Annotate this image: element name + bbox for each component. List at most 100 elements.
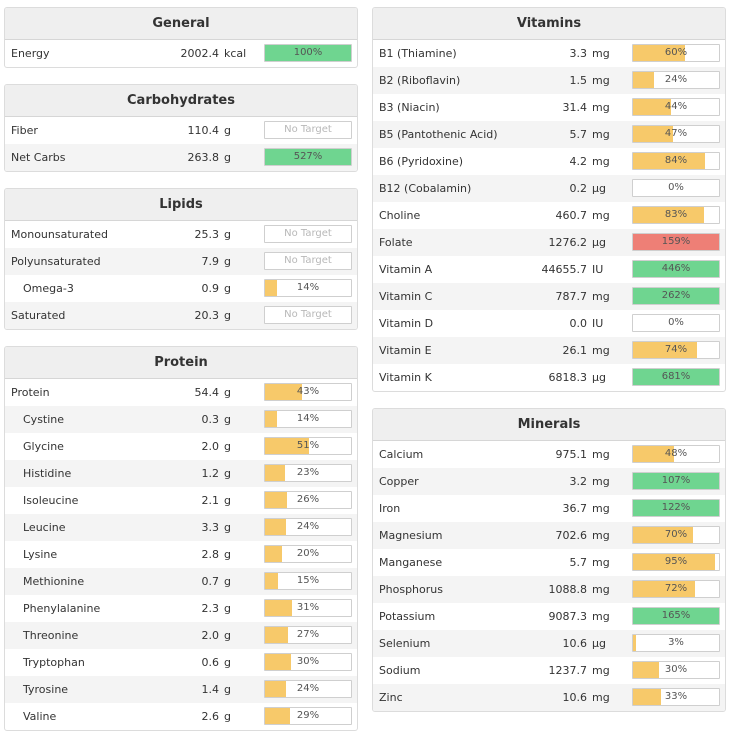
nutrient-row[interactable]: Histidine 1.2 g 23% (5, 460, 357, 487)
target-progress-bar: 122% (632, 499, 720, 517)
nutrient-row[interactable]: Net Carbs 263.8 g 527% (5, 144, 357, 171)
nutrient-row[interactable]: Vitamin C 787.7 mg 262% (373, 283, 725, 310)
nutrient-row[interactable]: Selenium 10.6 µg 3% (373, 630, 725, 657)
nutrient-unit: g (224, 413, 231, 426)
nutrient-row[interactable]: Monounsaturated 25.3 g No Target (5, 221, 357, 248)
target-percent: 44% (664, 101, 688, 112)
progress-fill (633, 342, 697, 358)
nutrient-row[interactable]: Energy 2002.4 kcal 100% (5, 40, 357, 67)
nutrient-row[interactable]: Calcium 975.1 mg 48% (373, 441, 725, 468)
target-percent: 23% (296, 467, 320, 478)
progress-fill (633, 527, 694, 543)
nutrient-row[interactable]: B2 (Riboflavin) 1.5 mg 24% (373, 67, 725, 94)
nutrient-row[interactable]: Vitamin K 6818.3 µg 681% (373, 364, 725, 391)
nutrient-amount: 1.2 (201, 467, 220, 480)
nutrient-name: Protein (11, 386, 50, 399)
nutrient-unit: g (224, 710, 231, 723)
nutrient-amount: 10.6 (562, 691, 588, 704)
nutrient-unit: IU (592, 317, 604, 330)
nutrient-name: Selenium (379, 637, 431, 650)
nutrient-row[interactable]: Methionine 0.7 g 15% (5, 568, 357, 595)
nutrient-row[interactable]: Zinc 10.6 mg 33% (373, 684, 725, 711)
target-percent: 48% (664, 448, 688, 459)
nutrient-row[interactable]: Saturated 20.3 g No Target (5, 302, 357, 329)
nutrient-row[interactable]: Manganese 5.7 mg 95% (373, 549, 725, 576)
progress-fill (265, 681, 286, 697)
nutrient-row[interactable]: Potassium 9087.3 mg 165% (373, 603, 725, 630)
nutrient-row[interactable]: Fiber 110.4 g No Target (5, 117, 357, 144)
nutrient-row[interactable]: Phenylalanine 2.3 g 31% (5, 595, 357, 622)
target-percent: 24% (296, 683, 320, 694)
nutrient-unit: mg (592, 74, 610, 87)
nutrient-name: Phenylalanine (23, 602, 101, 615)
nutrient-row[interactable]: B12 (Cobalamin) 0.2 µg 0% (373, 175, 725, 202)
nutrient-amount: 975.1 (555, 448, 588, 461)
nutrient-row[interactable]: Copper 3.2 mg 107% (373, 468, 725, 495)
nutrient-row[interactable]: Phosphorus 1088.8 mg 72% (373, 576, 725, 603)
nutrient-name: B5 (Pantothenic Acid) (379, 128, 498, 141)
progress-fill (633, 207, 705, 223)
nutrient-unit: mg (592, 583, 610, 596)
progress-fill (633, 554, 715, 570)
nutrient-amount: 263.8 (187, 151, 220, 164)
nutrient-name: Vitamin D (379, 317, 434, 330)
target-progress-bar: 262% (632, 287, 720, 305)
nutrient-row[interactable]: Magnesium 702.6 mg 70% (373, 522, 725, 549)
nutrient-unit: g (224, 548, 231, 561)
nutrient-row[interactable]: Iron 36.7 mg 122% (373, 495, 725, 522)
target-percent: No Target (284, 228, 332, 239)
nutrient-row[interactable]: Vitamin E 26.1 mg 74% (373, 337, 725, 364)
nutrient-amount: 2002.4 (180, 47, 220, 60)
nutrient-row[interactable]: Vitamin D 0.0 IU 0% (373, 310, 725, 337)
target-percent: 24% (664, 74, 688, 85)
nutrient-row[interactable]: Cystine 0.3 g 14% (5, 406, 357, 433)
nutrient-row[interactable]: Valine 2.6 g 29% (5, 703, 357, 730)
progress-fill (265, 654, 291, 670)
target-percent: 3% (668, 637, 684, 648)
progress-fill (633, 153, 706, 169)
target-percent: 446% (661, 263, 691, 274)
nutrient-unit: g (224, 124, 231, 137)
nutrient-name: Copper (379, 475, 419, 488)
target-progress-bar: 681% (632, 368, 720, 386)
nutrient-row[interactable]: Protein 54.4 g 43% (5, 379, 357, 406)
nutrient-amount: 1088.8 (548, 583, 588, 596)
target-percent: 43% (296, 386, 320, 397)
nutrient-name: Cystine (23, 413, 65, 426)
nutrient-row[interactable]: Isoleucine 2.1 g 26% (5, 487, 357, 514)
nutrient-row[interactable]: Glycine 2.0 g 51% (5, 433, 357, 460)
nutrient-name: Threonine (23, 629, 79, 642)
target-progress-bar: 100% (264, 44, 352, 62)
nutrient-unit: µg (592, 371, 606, 384)
target-progress-bar: 24% (264, 518, 352, 536)
nutrient-row[interactable]: Leucine 3.3 g 24% (5, 514, 357, 541)
nutrient-row[interactable]: Tyrosine 1.4 g 24% (5, 676, 357, 703)
nutrient-name: B2 (Riboflavin) (379, 74, 461, 87)
nutrient-row[interactable]: B6 (Pyridoxine) 4.2 mg 84% (373, 148, 725, 175)
target-percent: 14% (296, 413, 320, 424)
progress-fill (633, 288, 719, 304)
nutrient-name: Tryptophan (23, 656, 85, 669)
nutrient-row[interactable]: Lysine 2.8 g 20% (5, 541, 357, 568)
nutrient-row[interactable]: Folate 1276.2 µg 159% (373, 229, 725, 256)
nutrient-row[interactable]: Sodium 1237.7 mg 30% (373, 657, 725, 684)
nutrient-row[interactable]: Polyunsaturated 7.9 g No Target (5, 248, 357, 275)
nutrient-amount: 2.3 (201, 602, 220, 615)
progress-fill (633, 99, 671, 115)
nutrient-row[interactable]: Tryptophan 0.6 g 30% (5, 649, 357, 676)
nutrient-row[interactable]: Choline 460.7 mg 83% (373, 202, 725, 229)
nutrient-row[interactable]: B5 (Pantothenic Acid) 5.7 mg 47% (373, 121, 725, 148)
target-progress-bar: 14% (264, 410, 352, 428)
progress-fill (265, 708, 290, 724)
nutrient-row[interactable]: Omega-3 0.9 g 14% (5, 275, 357, 302)
nutrient-unit: µg (592, 236, 606, 249)
nutrient-row[interactable]: B1 (Thiamine) 3.3 mg 60% (373, 40, 725, 67)
nutrient-unit: g (224, 228, 231, 241)
panel-title: Protein (5, 347, 357, 379)
nutrient-amount: 787.7 (555, 290, 588, 303)
target-percent: 26% (296, 494, 320, 505)
nutrient-row[interactable]: Vitamin A 44655.7 IU 446% (373, 256, 725, 283)
target-percent: 70% (664, 529, 688, 540)
nutrient-row[interactable]: B3 (Niacin) 31.4 mg 44% (373, 94, 725, 121)
nutrient-row[interactable]: Threonine 2.0 g 27% (5, 622, 357, 649)
